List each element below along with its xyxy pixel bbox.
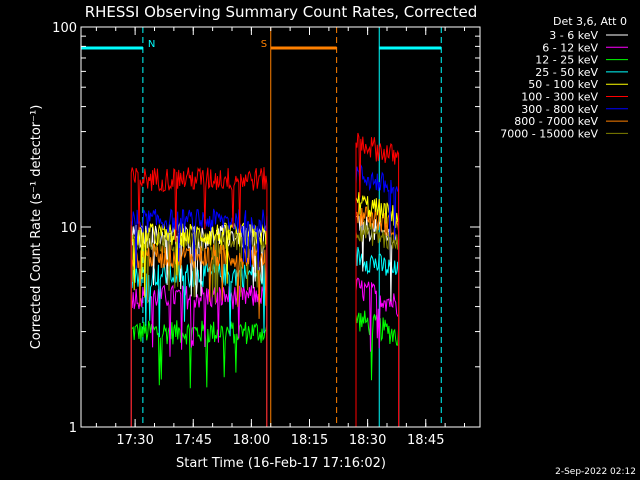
x-axis-label: Start Time (16-Feb-17 17:16:02): [176, 456, 386, 471]
legend-title: Det 3,6, Att 0: [553, 15, 627, 28]
series-line: [130, 284, 268, 427]
legend-label: 6 - 12 keV: [542, 41, 598, 54]
legend-label: 12 - 25 keV: [535, 54, 598, 67]
x-tick-label: 18:15: [291, 433, 328, 448]
series-line: [355, 192, 400, 427]
series-line: [355, 277, 400, 427]
legend-label: 100 - 300 keV: [521, 91, 598, 104]
legend-label: 300 - 800 keV: [521, 103, 598, 116]
x-tick-label: 18:00: [233, 433, 270, 448]
series-line: [130, 221, 268, 427]
legend-label: 25 - 50 keV: [535, 66, 598, 79]
footer-date: 2-Sep-2022 02:12: [555, 467, 636, 477]
series-line: [355, 163, 400, 427]
series-line: [355, 132, 400, 427]
x-tick-label: 18:30: [349, 433, 386, 448]
y-tick-label: 1: [69, 421, 77, 436]
x-tick-label: 17:30: [116, 433, 153, 448]
chart-title: RHESSI Observing Summary Count Rates, Co…: [85, 3, 478, 21]
series-line: [130, 167, 268, 427]
legend-label: 50 - 100 keV: [528, 78, 598, 91]
series-line: [130, 208, 268, 427]
annotation-label: S: [261, 39, 267, 50]
annotation-label: N: [148, 39, 155, 50]
y-tick-label: 10: [60, 221, 77, 236]
y-tick-label: 100: [52, 21, 77, 36]
legend-label: 800 - 7000 keV: [514, 115, 598, 128]
legend-label: 3 - 6 keV: [549, 29, 598, 42]
series-line: [130, 243, 268, 427]
x-tick-label: 17:45: [175, 433, 212, 448]
legend-label: 7000 - 15000 keV: [500, 127, 598, 140]
x-tick-label: 18:45: [407, 433, 444, 448]
series-line: [355, 202, 400, 427]
y-axis-label: Corrected Count Rate (s⁻¹ detector⁻¹): [29, 105, 44, 350]
axes: 17:30 17:45 18:00 18:15 18:30 18:45 1 10 100: [52, 21, 481, 448]
